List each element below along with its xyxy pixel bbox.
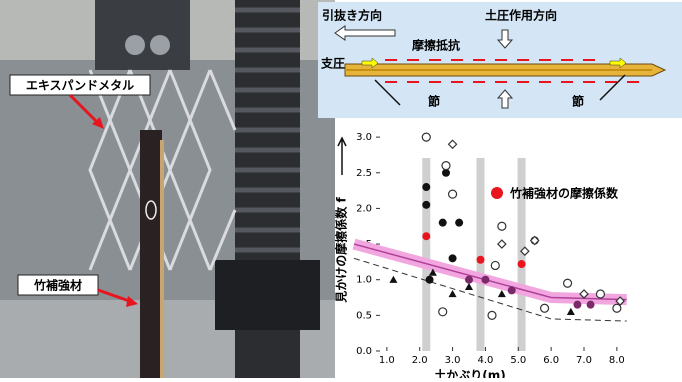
point [389, 276, 397, 283]
x-tick-label: 6.0 [543, 355, 559, 366]
point [465, 276, 473, 284]
friction-label: 摩擦抵抗 [412, 38, 460, 53]
point [422, 232, 430, 240]
bearing-label: 支圧 [320, 56, 345, 71]
figure: エキスパンドメタル 竹補強材 引抜き方向 土圧作用方向 摩擦抵抗 支圧 節 節 … [0, 0, 682, 378]
x-tick-label: 3.0 [445, 355, 461, 366]
x-axis-label: 土かぶり(m) [434, 368, 505, 379]
photo-label: エキスパンドメタル [26, 79, 134, 93]
y-tick-label: 2.0 [356, 203, 372, 214]
point [573, 301, 581, 309]
pull-direction-label: 引抜き方向 [322, 8, 382, 23]
y-tick-label: 1.0 [356, 275, 372, 286]
point [498, 290, 506, 297]
point [422, 183, 430, 191]
point [498, 222, 506, 230]
diagram: 引抜き方向 土圧作用方向 摩擦抵抗 支圧 節 節 [318, 2, 682, 118]
x-tick-label: 8.0 [609, 355, 625, 366]
point [449, 140, 457, 148]
y-tick-label: 0.5 [356, 310, 372, 321]
y-tick-label: 2.5 [356, 168, 372, 179]
legend-label: 竹補強材の摩擦係数 [509, 186, 619, 201]
chart: 見かけの摩擦係数 f 土かぶり(m) 0.00.51.01.52.02.53.0… [334, 132, 627, 378]
point [449, 190, 457, 198]
point [596, 290, 604, 298]
point [439, 219, 447, 227]
y-tick-label: 0.0 [356, 346, 372, 357]
node-label: 節 [428, 94, 440, 109]
point [498, 240, 506, 248]
point [465, 283, 473, 290]
point [455, 219, 463, 227]
point [567, 308, 575, 315]
point [488, 311, 496, 319]
point [439, 308, 447, 316]
x-tick-label: 5.0 [510, 355, 526, 366]
y-axis-label: 見かけの摩擦係数 f [334, 197, 349, 304]
point [508, 286, 516, 294]
photo: エキスパンドメタル 竹補強材 [0, 0, 335, 378]
point [477, 256, 485, 264]
x-band [477, 158, 485, 351]
point [518, 260, 526, 268]
pressure-direction-label: 土圧作用方向 [485, 8, 557, 23]
point [564, 279, 572, 287]
photo-label: 竹補強材 [33, 278, 82, 293]
node-label: 節 [572, 94, 584, 109]
y-tick-label: 3.0 [356, 132, 372, 143]
point [442, 162, 450, 170]
point [587, 301, 595, 309]
x-tick-label: 1.0 [379, 355, 395, 366]
point [481, 276, 489, 284]
x-tick-label: 4.0 [477, 355, 493, 366]
point [422, 201, 430, 209]
legend-marker [491, 187, 503, 199]
point [491, 261, 499, 269]
point [449, 290, 457, 297]
x-tick-label: 7.0 [576, 355, 592, 366]
point [426, 276, 434, 284]
point [449, 254, 457, 262]
point [541, 304, 549, 312]
x-tick-label: 2.0 [412, 355, 428, 366]
point [422, 133, 430, 141]
